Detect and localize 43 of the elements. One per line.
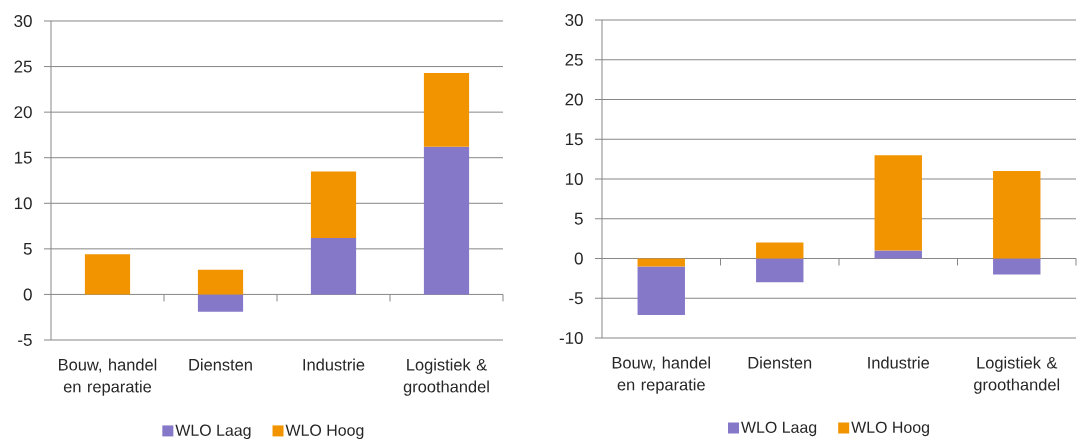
- legend-label: WLO Laag: [175, 424, 251, 439]
- y-tick-label: -10: [559, 332, 583, 344]
- bar: [637, 266, 685, 315]
- y-tick-label: -5: [18, 334, 32, 346]
- bar: [874, 250, 922, 259]
- y-tick-label: 15: [565, 133, 583, 146]
- legend-label: WLO Laag: [741, 421, 817, 437]
- bar: [423, 146, 470, 295]
- bar: [84, 254, 131, 295]
- x-tick-label: Industrie: [303, 358, 365, 371]
- bar: [993, 171, 1041, 259]
- bar: [993, 258, 1041, 275]
- y-tick-label: 20: [14, 106, 32, 119]
- y-tick-label: 0: [574, 252, 583, 265]
- y-tick-label: 15: [14, 151, 32, 164]
- bar: [756, 242, 804, 259]
- y-tick-label: 20: [565, 93, 583, 106]
- bar: [310, 237, 357, 295]
- legend-label: WLO Hoog: [851, 421, 929, 437]
- bar: [310, 171, 357, 238]
- bar: [874, 155, 922, 251]
- x-tick-label: Diensten: [748, 356, 812, 369]
- y-tick-label: 30: [565, 14, 583, 26]
- y-tick-label: 10: [14, 197, 32, 210]
- x-tick-label: Logistiek & groothandel: [403, 358, 489, 396]
- y-tick-label: 5: [574, 212, 583, 225]
- x-tick-label: Diensten: [189, 358, 252, 371]
- x-tick-label: Logistiek & groothandel: [974, 356, 1060, 394]
- y-tick-label: 5: [23, 242, 32, 255]
- x-tick-label: Bouw, handel en reparatie: [59, 358, 157, 396]
- x-tick-label: Bouw, handel en reparatie: [612, 356, 710, 394]
- bar: [423, 72, 470, 147]
- bar: [197, 294, 244, 312]
- bar: [756, 258, 804, 283]
- y-tick-label: 0: [23, 288, 32, 301]
- y-tick-label: -5: [569, 292, 583, 305]
- x-tick-label: Industrie: [868, 356, 930, 369]
- y-tick-label: 25: [565, 53, 583, 66]
- y-tick-label: 10: [565, 173, 583, 185]
- y-tick-label: 25: [14, 60, 32, 73]
- y-tick-label: 30: [14, 15, 32, 27]
- legend-label: WLO Hoog: [285, 424, 364, 439]
- bar: [197, 269, 244, 295]
